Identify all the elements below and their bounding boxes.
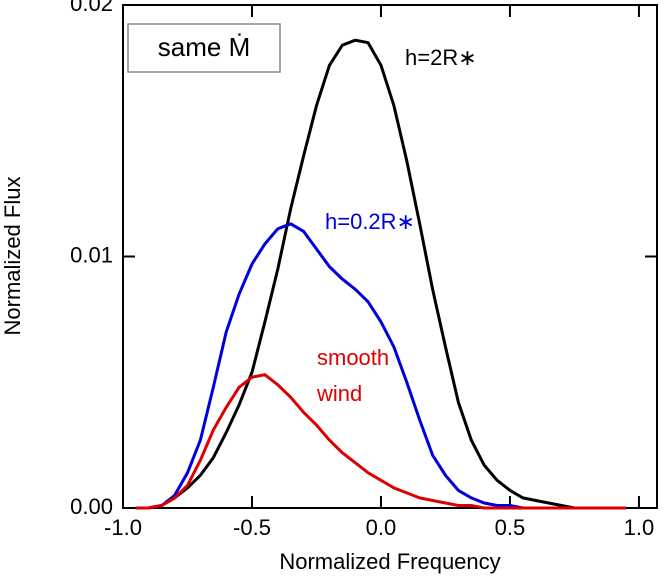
series-line	[135, 38, 626, 510]
x-tick-label: 0.0	[366, 515, 397, 540]
annotation-box	[127, 23, 281, 73]
series-label: smooth wind	[317, 345, 390, 406]
series-label: h=0.2R∗	[325, 209, 415, 234]
x-tick-label: 1.0	[624, 515, 655, 540]
y-tick-label: 0.01	[70, 242, 113, 267]
series-label: h=2R∗	[405, 45, 477, 70]
annotation: same Ṁ	[158, 32, 250, 62]
y-tick-label: 0.02	[70, 0, 113, 16]
y-axis-label: Normalized Flux	[0, 177, 25, 336]
x-tick-label: 0.5	[495, 515, 526, 540]
x-axis-label: Normalized Frequency	[279, 549, 500, 574]
x-tick-label: -0.5	[233, 515, 271, 540]
x-tick-label: -1.0	[104, 515, 142, 540]
y-tick-label: 0.00	[70, 494, 113, 519]
series-line	[135, 373, 626, 510]
